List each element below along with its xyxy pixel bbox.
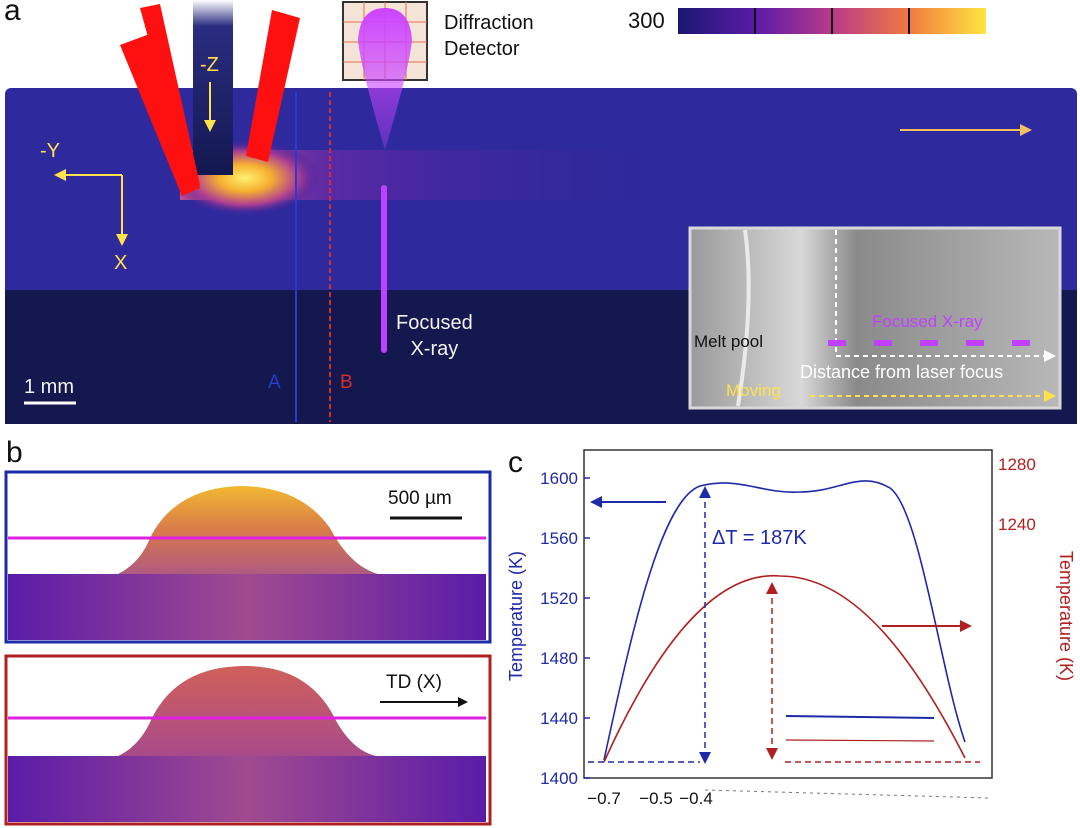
focused-xray-label: Focused X-ray (396, 312, 473, 360)
left-tick-1480: 1480 (540, 649, 578, 668)
td-label: TD (X) (386, 672, 442, 693)
distance-label: Distance from laser focus (800, 362, 1004, 382)
left-tick-1400: 1400 (540, 769, 578, 788)
laser-beam-left (120, 32, 200, 196)
melt-pool-label: Melt pool (694, 332, 763, 351)
plot-frame (583, 449, 993, 779)
scale-bar-a-label: 1 mm (24, 376, 74, 398)
right-axis-title: Temperature (K) (1056, 551, 1076, 681)
axis-x-label: X (114, 252, 128, 274)
right-tick-1240: 1240 (998, 515, 1036, 534)
axis-y-label: -Y (40, 140, 60, 162)
delta-t-annotation: ΔT = 187K (712, 527, 807, 549)
nozzle (193, 0, 233, 175)
x-tick-04: −0.4 (679, 789, 713, 808)
z-arrow-icon (204, 120, 216, 132)
laser-beam-right (246, 10, 300, 162)
xray-image-inset (688, 226, 1062, 410)
panel-b-figure (4, 470, 492, 826)
line-b-label: B (340, 372, 353, 393)
red-temperature-curve (603, 575, 966, 763)
right-tick-1280: 1280 (998, 455, 1036, 474)
x-tick-05: −0.5 (639, 789, 673, 808)
laser-beam-left-2 (140, 4, 200, 190)
x-arrow-icon (116, 234, 128, 246)
y-arrow-icon (54, 169, 66, 181)
panel-c-label: c (508, 446, 523, 479)
blue-temperature-curve (603, 480, 966, 761)
left-axis-title: Temperature (K) (506, 551, 526, 681)
line-a-label: A (268, 372, 281, 393)
panel-c-chart: 1400 1440 1480 1520 1560 1600 1240 1280 … (506, 449, 1076, 808)
panel-b-label: b (6, 436, 23, 469)
panel-a-label: a (4, 0, 21, 27)
focused-xray-beam (381, 185, 387, 353)
bead-top (118, 486, 378, 574)
left-tick-1560: 1560 (540, 529, 578, 548)
left-tick-1520: 1520 (540, 589, 578, 608)
panel-a-figure (5, 0, 1077, 424)
moving-label: Moving (726, 381, 781, 400)
axis-z-label: -Z (200, 54, 219, 76)
left-tick-1600: 1600 (540, 469, 578, 488)
x-tick-07: −0.7 (587, 789, 621, 808)
inset-xray-label: Focused X-ray (872, 312, 983, 331)
diffraction-cone (358, 8, 412, 150)
bead-bottom (118, 666, 376, 756)
colorbar-min-label: 300 (628, 8, 665, 33)
scale-bar-b-label: 500 µm (388, 488, 452, 509)
left-tick-1440: 1440 (540, 709, 578, 728)
detector-label: Diffraction Detector (444, 12, 534, 60)
